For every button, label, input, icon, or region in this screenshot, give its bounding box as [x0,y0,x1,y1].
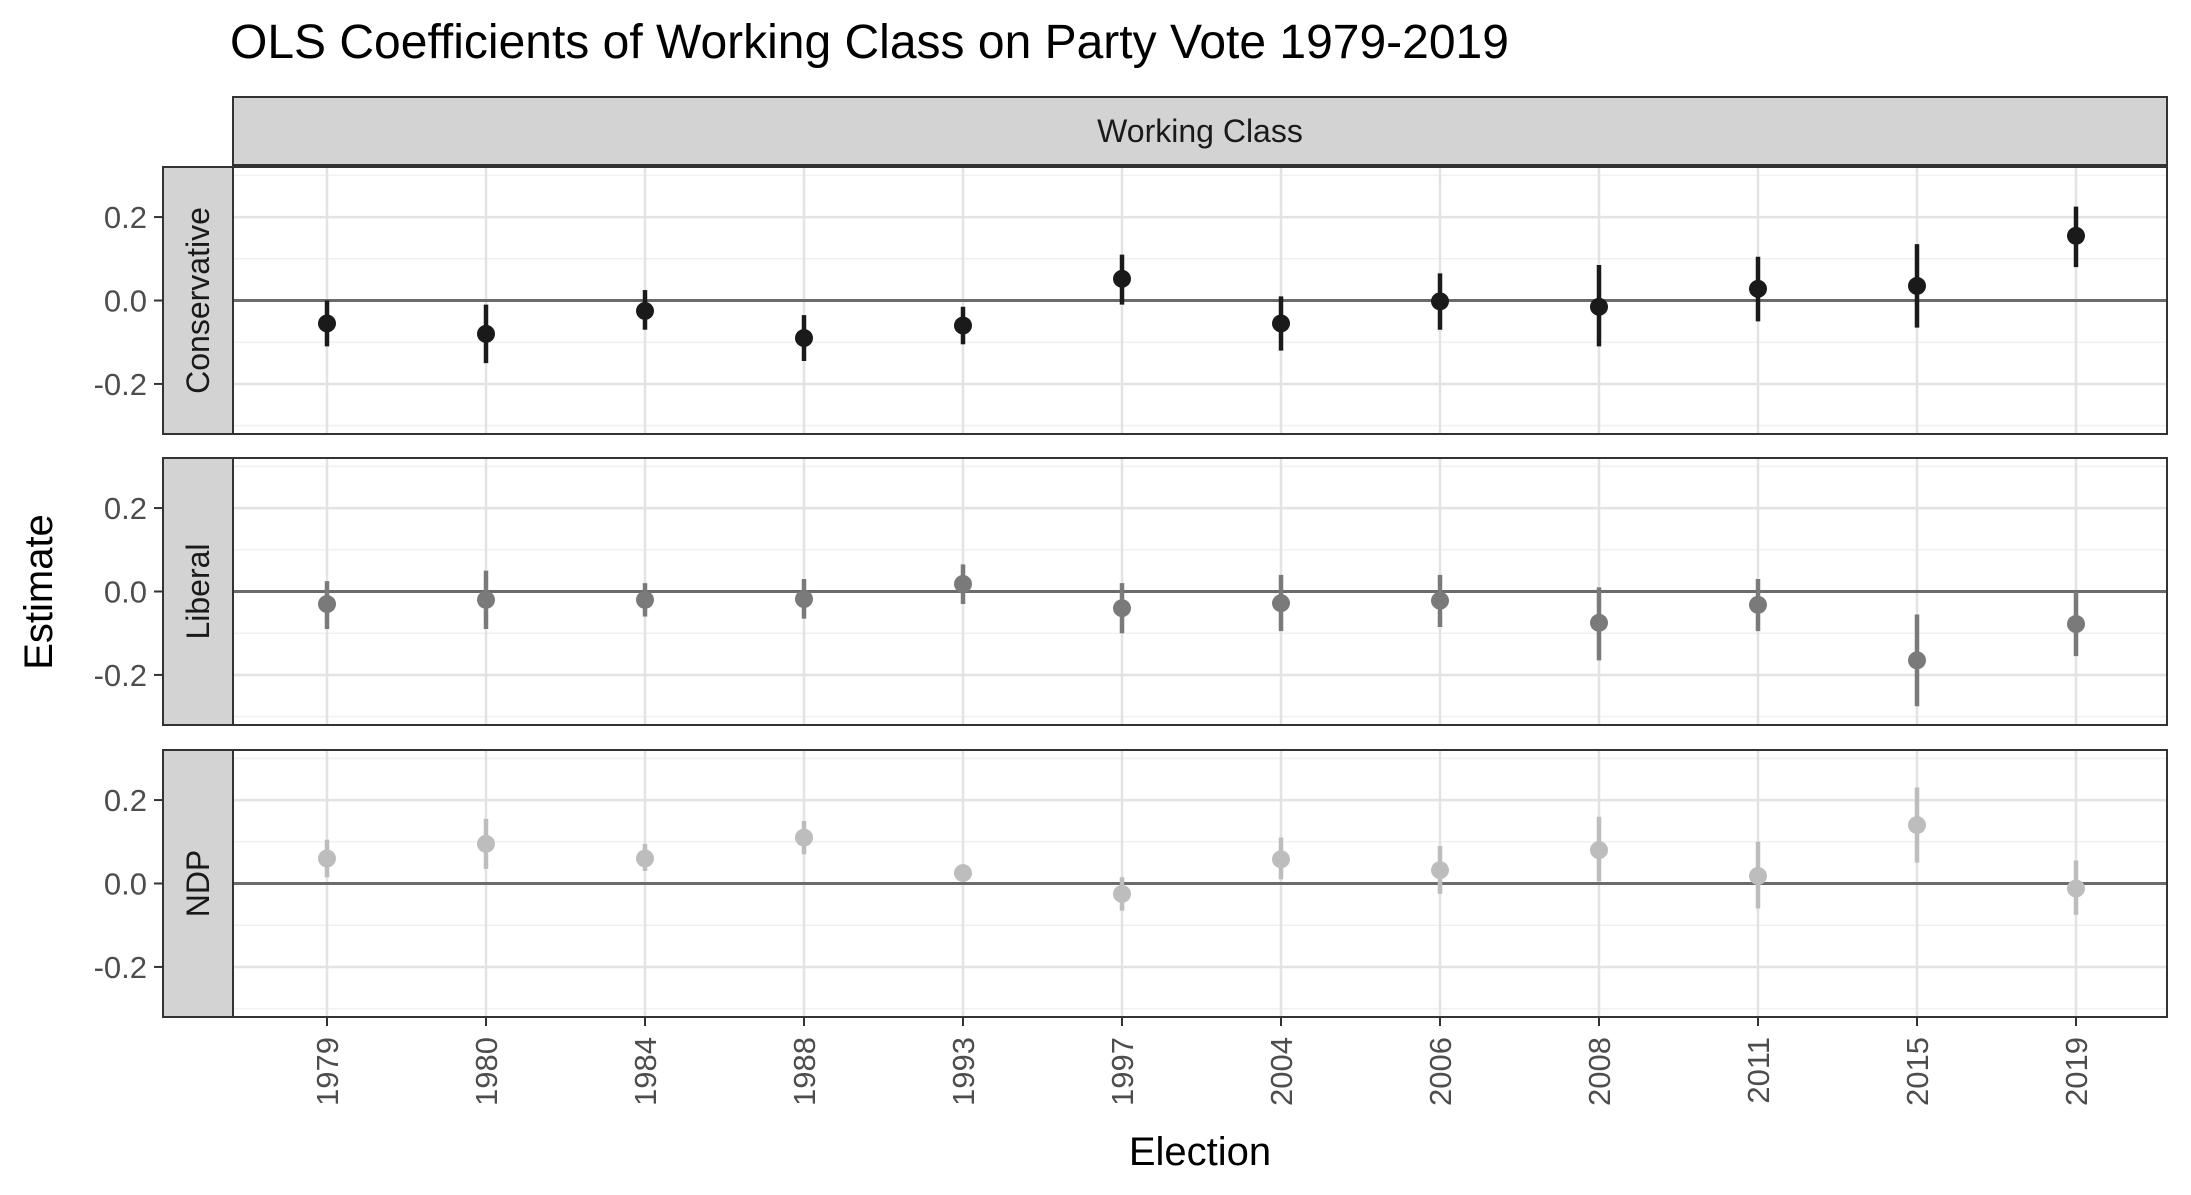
point-liberal-2019 [2067,615,2085,634]
y-tick-label: -0.2 [94,950,147,985]
point-conservative-2019 [2067,226,2085,245]
point-conservative-1997 [1113,269,1131,288]
point-liberal-2011 [1749,595,1767,614]
row-strip-label: NDP [180,850,216,918]
point-conservative-1979 [318,314,336,333]
y-tick-label: 0.2 [104,491,147,526]
y-tick-label: 0.2 [104,200,147,235]
point-ndp-1984 [636,849,654,868]
point-liberal-1988 [795,590,813,609]
point-liberal-1997 [1113,599,1131,618]
point-ndp-1979 [318,849,336,868]
point-liberal-1979 [318,595,336,614]
y-tick-label: 0.0 [104,867,147,902]
x-tick-label-1980: 1980 [469,1037,504,1106]
point-conservative-1988 [795,329,813,348]
x-tick-label-1993: 1993 [946,1037,981,1106]
point-conservative-1984 [636,301,654,320]
x-tick-label-2008: 2008 [1582,1037,1617,1106]
row-strip-label: Liberal [180,543,216,639]
point-liberal-2004 [1272,594,1290,613]
point-ndp-2006 [1431,861,1449,880]
x-tick-label-2011: 2011 [1741,1037,1776,1104]
point-liberal-1980 [477,590,495,609]
point-conservative-2006 [1431,292,1449,311]
point-conservative-2004 [1272,314,1290,333]
facet-panels: Conservative-0.20.00.2Liberal-0.20.00.2N… [94,166,2168,1018]
point-conservative-1980 [477,324,495,343]
point-ndp-2011 [1749,866,1767,885]
point-conservative-2008 [1590,297,1608,316]
point-ndp-2004 [1272,850,1290,869]
point-conservative-2011 [1749,279,1767,298]
x-tick-label-2004: 2004 [1264,1037,1299,1106]
point-liberal-2008 [1590,613,1608,632]
column-strip [232,96,2168,166]
point-liberal-1984 [636,590,654,609]
y-tick-label: 0.0 [104,575,147,610]
column-strip-label: Working Class [1097,113,1303,149]
x-tick-label-1984: 1984 [628,1037,663,1106]
point-liberal-2015 [1908,651,1926,670]
x-tick-label-2006: 2006 [1423,1037,1458,1106]
y-tick-label: 0.2 [104,783,147,818]
point-ndp-1988 [795,828,813,847]
point-ndp-1980 [477,834,495,853]
row-strip [162,457,234,726]
point-ndp-1993 [954,864,972,883]
point-conservative-2015 [1908,276,1926,295]
panel-ndp: NDP -0.2 0.0 0.2 [94,749,2168,1018]
x-axis: 1979 1980 1984 1988 1993 1997 2004 2006 2008 2011… [310,1017,2094,1106]
point-liberal-2006 [1431,591,1449,610]
point-ndp-2019 [2067,879,2085,898]
x-tick-label-1988: 1988 [787,1037,822,1106]
y-tick-label: -0.2 [94,658,147,693]
y-axis-title: Estimate [17,514,61,670]
point-conservative-1993 [954,316,972,335]
chart-title: OLS Coefficients of Working Class on Par… [230,16,1509,69]
x-tick-label-2019: 2019 [2059,1037,2094,1106]
row-strip [162,749,234,1018]
panel-conservative: Conservative -0.2 0.0 0.2 [94,166,2168,435]
y-tick-label: -0.2 [94,367,147,402]
panel-liberal: Liberal -0.2 0.0 0.2 [94,457,2168,726]
point-ndp-2008 [1590,841,1608,860]
x-tick-label-1997: 1997 [1105,1037,1140,1106]
y-tick-label: 0.0 [104,284,147,319]
x-tick-label-2015: 2015 [1900,1037,1935,1106]
point-liberal-1993 [954,574,972,593]
row-strip-label: Conservative [180,207,216,394]
x-axis-title: Election [1129,1130,1271,1174]
x-tick-label-1979: 1979 [310,1037,345,1106]
point-ndp-1997 [1113,884,1131,903]
point-ndp-2015 [1908,816,1926,835]
